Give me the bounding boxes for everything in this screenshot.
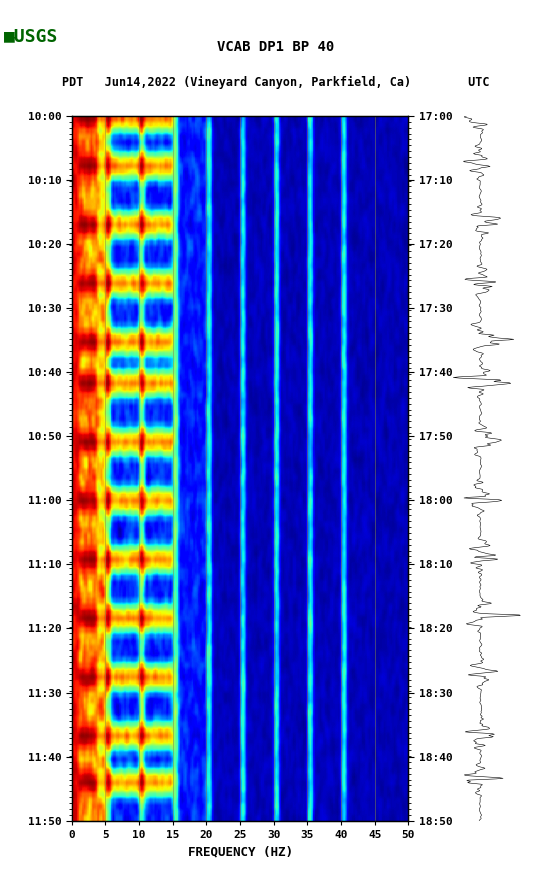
Text: PDT   Jun14,2022 (Vineyard Canyon, Parkfield, Ca)        UTC: PDT Jun14,2022 (Vineyard Canyon, Parkfie…	[62, 76, 490, 89]
Text: VCAB DP1 BP 40: VCAB DP1 BP 40	[217, 40, 335, 54]
X-axis label: FREQUENCY (HZ): FREQUENCY (HZ)	[188, 846, 293, 858]
Text: ■USGS: ■USGS	[4, 28, 59, 45]
